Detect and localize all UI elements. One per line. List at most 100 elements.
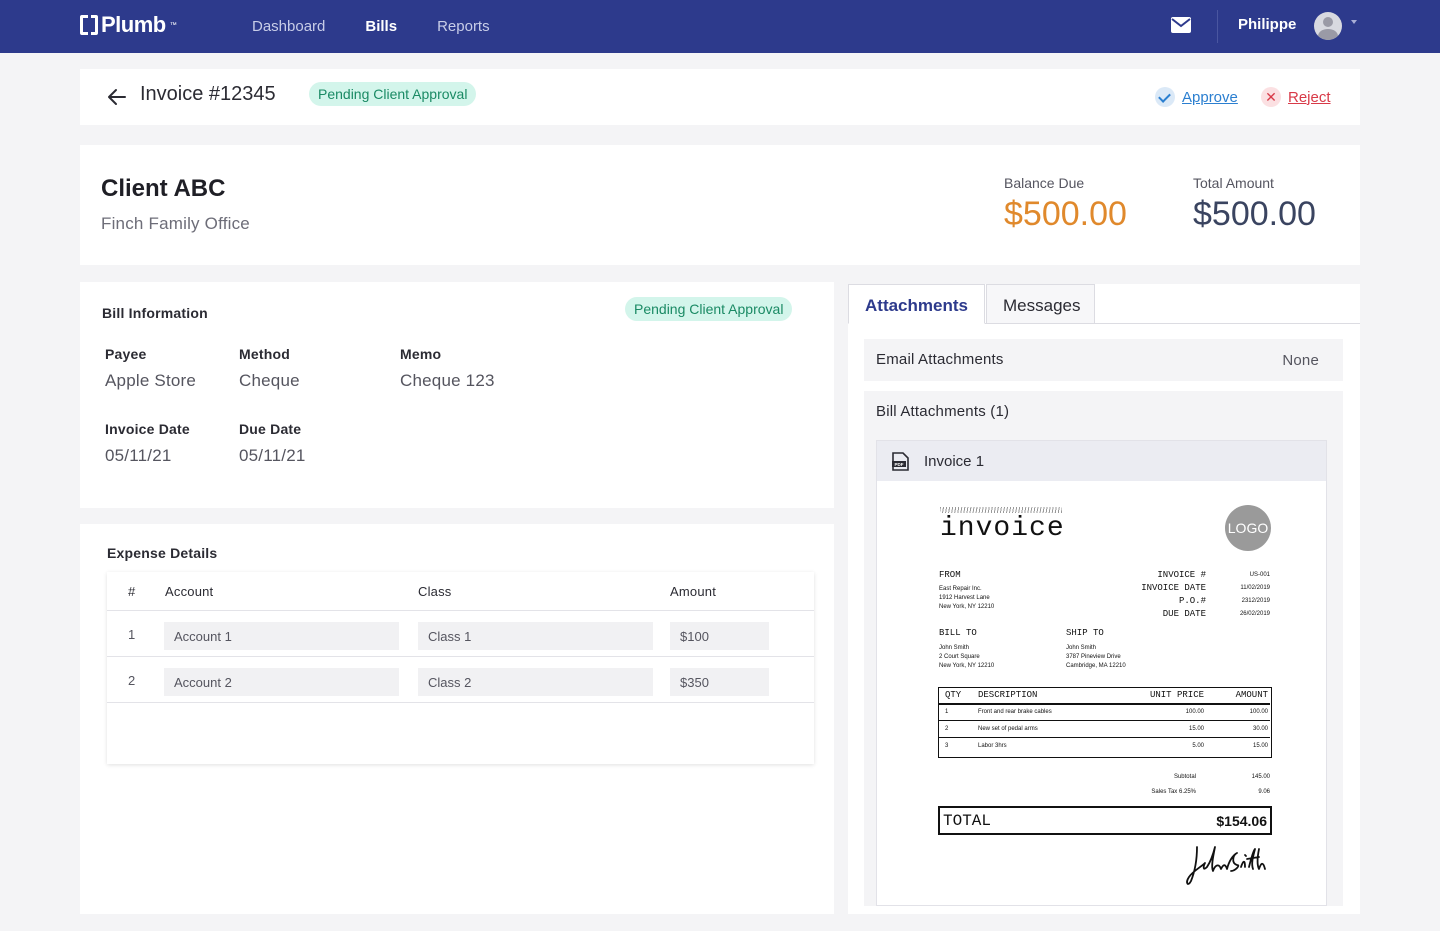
section-title: Expense Details <box>107 545 218 561</box>
attachments-panel: Attachments Messages Email Attachments N… <box>848 284 1360 914</box>
chevron-down-icon[interactable] <box>1351 20 1357 24</box>
meta-value: US-001 <box>1249 572 1270 578</box>
approve-button[interactable]: Approve <box>1155 87 1238 107</box>
document-logo: LOGO <box>1225 505 1271 551</box>
items-row-divider <box>939 720 1270 721</box>
method-value: Cheque <box>239 371 300 390</box>
ship-to-label: SHIP TO <box>1066 628 1104 638</box>
items-header-description: DESCRIPTION <box>978 690 1038 700</box>
column-header-number: # <box>128 584 136 599</box>
memo-label: Memo <box>400 346 442 362</box>
status-badge: Pending Client Approval <box>309 82 477 106</box>
nav-divider <box>1217 10 1218 43</box>
total-label: TOTAL <box>943 812 992 830</box>
from-line: New York, NY 12210 <box>939 604 995 610</box>
tabs-divider <box>848 323 1360 324</box>
ship-to-line: Cambridge, MA 12210 <box>1066 663 1126 669</box>
client-name: Client ABC <box>101 175 226 202</box>
item-qty: 3 <box>945 743 949 749</box>
main-nav: Dashboard Bills Reports <box>252 0 490 53</box>
approve-label: Approve <box>1182 88 1238 106</box>
nav-dashboard[interactable]: Dashboard <box>252 18 326 35</box>
back-arrow-icon[interactable] <box>105 85 129 109</box>
account-field[interactable]: Account 2 <box>164 668 399 696</box>
amount-field[interactable]: $350 <box>670 668 769 696</box>
meta-label: INVOICE # <box>1157 570 1206 580</box>
pdf-icon-text: PDF <box>895 462 904 467</box>
tax-label: Sales Tax 6.25% <box>1151 789 1196 795</box>
status-badge: Pending Client Approval <box>625 297 793 321</box>
ship-to-line: John Smith <box>1066 645 1097 651</box>
document-title: invoice <box>940 513 1065 544</box>
expense-details: Expense Details # Account Class Amount 1… <box>80 524 834 914</box>
invoice-header: Invoice #12345 Pending Client Approval A… <box>80 69 1360 125</box>
ship-to-line: 3787 Pineview Drive <box>1066 654 1121 660</box>
mail-icon[interactable] <box>1171 17 1191 33</box>
item-qty: 1 <box>945 709 949 715</box>
tax-value: 9.06 <box>1258 789 1270 795</box>
column-header-account: Account <box>165 584 214 599</box>
reject-button[interactable]: ✕ Reject <box>1261 87 1331 107</box>
memo-value: Cheque 123 <box>400 371 495 390</box>
page-title: Invoice #12345 <box>140 83 276 105</box>
due-date-value: 05/11/21 <box>239 446 306 465</box>
email-attachments-label: Email Attachments <box>876 351 1004 368</box>
class-field[interactable]: Class 2 <box>418 668 653 696</box>
meta-label: P.O.# <box>1178 596 1206 606</box>
row-number: 1 <box>128 627 136 642</box>
meta-label: INVOICE DATE <box>1141 583 1206 593</box>
nav-bills[interactable]: Bills <box>365 18 398 35</box>
email-attachments-row: Email Attachments None <box>864 339 1343 381</box>
class-field[interactable]: Class 1 <box>418 622 653 650</box>
signature <box>1186 846 1266 885</box>
payee-label: Payee <box>105 346 147 362</box>
table-row-empty <box>107 702 814 748</box>
column-header-class: Class <box>418 584 452 599</box>
item-qty: 2 <box>945 726 949 732</box>
expense-table: # Account Class Amount 1 Account 1 Class… <box>107 572 814 764</box>
items-header-qty: QTY <box>945 690 962 700</box>
total-amount-label: Total Amount <box>1193 175 1274 191</box>
reject-label: Reject <box>1288 88 1331 106</box>
item-amount: 30.00 <box>1252 726 1268 732</box>
decorative-hatch <box>940 507 1062 513</box>
column-header-amount: Amount <box>670 584 717 599</box>
item-description: Front and rear brake cables <box>978 709 1052 715</box>
account-field[interactable]: Account 1 <box>164 622 399 650</box>
brand-trademark: ™ <box>169 21 177 29</box>
close-circle-icon: ✕ <box>1261 87 1281 107</box>
total-value: $154.06 <box>1216 813 1267 829</box>
balance-due-label: Balance Due <box>1004 175 1085 191</box>
attachment-preview[interactable]: PDF Invoice 1 invoice LOGO FROM East Rep… <box>876 440 1327 906</box>
meta-label: DUE DATE <box>1162 609 1206 619</box>
item-unit-price: 100.00 <box>1185 709 1204 715</box>
tab-attachments[interactable]: Attachments <box>848 284 985 324</box>
total-amount-value: $500.00 <box>1193 195 1316 233</box>
items-header-amount: AMOUNT <box>1235 690 1268 700</box>
attachment-name: Invoice 1 <box>924 453 985 470</box>
amount-field[interactable]: $100 <box>670 622 769 650</box>
attachment-header[interactable]: PDF Invoice 1 <box>877 441 1326 481</box>
row-number: 2 <box>128 673 136 688</box>
item-amount: 15.00 <box>1252 743 1268 749</box>
from-line: East Repair Inc. <box>939 586 982 592</box>
plumb-logo[interactable]: Plumb ™ <box>80 14 177 36</box>
items-header-divider <box>939 703 1270 705</box>
item-description: New set of pedal arms <box>978 726 1038 732</box>
nav-reports[interactable]: Reports <box>437 18 490 35</box>
invoice-items-table: QTY DESCRIPTION UNIT PRICE AMOUNT 1 Fron… <box>938 687 1272 758</box>
meta-value: 11/02/2019 <box>1240 585 1270 591</box>
bill-attachments-label: Bill Attachments (1) <box>876 403 1010 420</box>
check-circle-icon <box>1155 87 1175 107</box>
balance-due-value: $500.00 <box>1004 195 1127 233</box>
items-header-unit-price: UNIT PRICE <box>1149 690 1204 700</box>
bill-to-line: John Smith <box>939 645 970 651</box>
brand-name: Plumb <box>101 12 166 37</box>
user-name[interactable]: Philippe <box>1238 16 1297 33</box>
bill-to-label: BILL TO <box>939 628 977 638</box>
tab-messages[interactable]: Messages <box>986 284 1095 324</box>
table-row: 2 Account 2 Class 2 $350 <box>107 656 814 702</box>
avatar[interactable] <box>1314 12 1342 40</box>
subtotal-value: 145.00 <box>1251 774 1270 780</box>
meta-value: 2312/2019 <box>1241 598 1270 604</box>
